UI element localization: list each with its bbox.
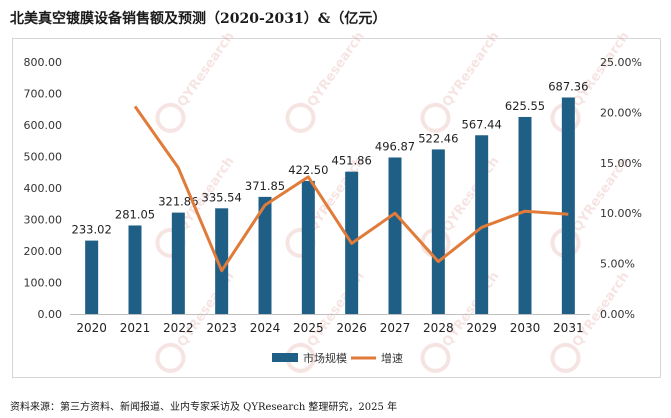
y-left-tick-label: 500.00 [24,151,63,164]
x-tick-label: 2021 [120,321,151,335]
y-left-tick-label: 700.00 [24,88,63,101]
x-tick-label: 2020 [76,321,107,335]
svg-text:QYResearch: QYResearch [440,29,503,110]
legend-label-line: 增速 [381,351,403,365]
bar-2027 [388,157,402,314]
x-tick-label: 2026 [336,321,367,335]
y-right-tick-label: 5.00% [600,258,635,271]
watermark-logo: QYResearch [155,29,238,133]
bar-value-label: 496.87 [375,139,415,153]
chart-title: 北美真空镀膜设备销售额及预测（2020-2031）&（亿元） [10,11,387,27]
bar-value-label: 422.50 [288,163,328,177]
bar-value-label: 451.86 [332,154,372,168]
x-tick-label: 2028 [423,321,454,335]
svg-text:QYResearch: QYResearch [175,29,238,110]
bar-value-label: 321.86 [158,195,198,209]
y-right-tick-label: 15.00% [600,157,642,170]
x-tick-label: 2030 [510,321,541,335]
chart-frame [12,38,661,378]
bar-2022 [171,212,185,314]
svg-text:QYResearch: QYResearch [305,29,368,110]
y-right-tick-label: 20.00% [600,106,642,119]
y-left-tick-label: 200.00 [24,245,63,258]
bar-2031 [561,97,575,314]
x-tick-label: 2023 [206,321,237,335]
y-right-tick-label: 25.00% [600,56,642,69]
bar-2029 [475,135,489,314]
x-tick-label: 2029 [466,321,497,335]
watermark-logo: QYResearch [285,29,368,133]
svg-text:QYResearch: QYResearch [440,269,503,350]
x-tick-label: 2022 [163,321,194,335]
bar-value-label: 371.85 [245,179,285,193]
y-left-tick-label: 100.00 [24,277,63,290]
legend-label-bar: 市场规模 [303,351,347,365]
bar-value-label: 625.55 [505,99,545,113]
y-left-tick-label: 400.00 [24,182,63,195]
x-tick-label: 2024 [250,321,281,335]
y-right-tick-label: 0.00% [600,308,635,321]
x-tick-label: 2027 [380,321,411,335]
bar-2020 [85,240,99,314]
bar-2028 [431,149,445,314]
svg-text:QYResearch: QYResearch [570,29,633,110]
bar-2025 [301,180,315,314]
bar-2024 [258,196,272,314]
x-tick-label: 2031 [553,321,584,335]
bar-2030 [518,116,532,314]
bar-value-label: 522.46 [418,131,458,145]
y-left-tick-label: 0.00 [38,308,63,321]
bar-value-label: 335.54 [202,190,242,204]
bar-value-label: 687.36 [548,79,588,93]
bar-2021 [128,225,142,314]
bar-value-label: 233.02 [72,223,112,237]
y-left-tick-label: 600.00 [24,119,63,132]
legend-swatch-bar [272,353,298,362]
bar-2023 [215,208,229,314]
y-left-tick-label: 300.00 [24,214,63,227]
y-left-tick-label: 800.00 [24,56,63,69]
bar-value-label: 281.05 [115,207,155,221]
y-right-tick-label: 10.00% [600,207,642,220]
x-tick-label: 2025 [293,321,324,335]
source-note: 资料来源：第三方资料、新闻报道、业内专家采访及 QYResearch 整理研究，… [10,402,398,413]
bar-value-label: 567.44 [462,117,502,131]
